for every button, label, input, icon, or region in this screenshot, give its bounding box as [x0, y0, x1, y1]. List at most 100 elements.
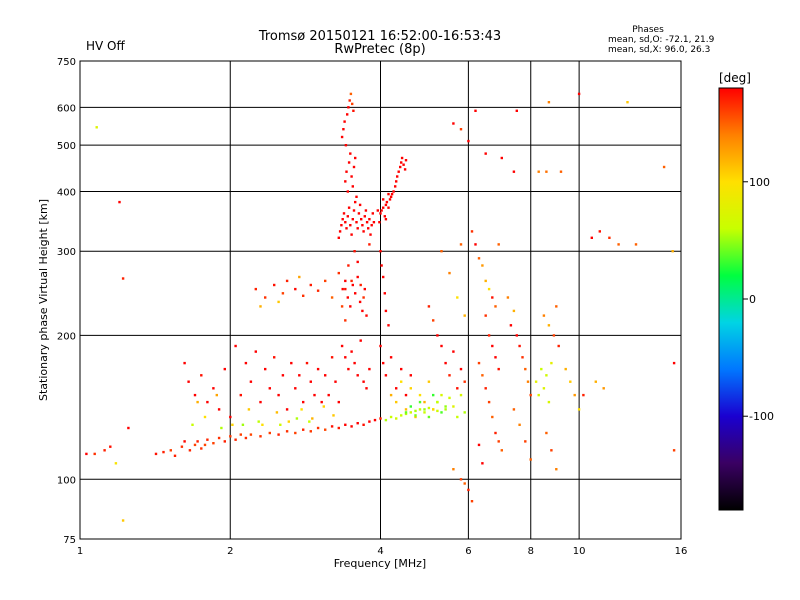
data-point	[302, 294, 305, 297]
data-point	[368, 367, 371, 371]
x-tick-label: 1	[77, 546, 83, 557]
colorbar-ticks: 100 0 -100	[718, 87, 774, 511]
hv-status-label: HV Off	[86, 39, 125, 53]
data-point	[448, 396, 451, 400]
data-point	[362, 296, 365, 299]
data-point	[305, 361, 309, 365]
data-point	[626, 101, 629, 104]
data-point	[285, 430, 289, 433]
data-point	[234, 344, 237, 348]
data-point	[191, 423, 194, 426]
data-point	[378, 221, 381, 224]
data-point	[400, 414, 403, 417]
data-point	[200, 374, 203, 377]
data-point	[672, 449, 676, 452]
data-point	[324, 279, 327, 283]
data-point	[229, 435, 232, 438]
colorbar-frame	[718, 87, 744, 511]
data-point	[477, 443, 481, 447]
data-point	[193, 393, 197, 397]
data-point	[385, 200, 389, 204]
data-point	[484, 387, 487, 390]
data-point	[376, 209, 379, 212]
data-point	[387, 324, 390, 327]
data-point	[459, 478, 463, 481]
data-point	[373, 418, 377, 422]
data-point	[347, 161, 351, 164]
data-point	[477, 361, 481, 365]
data-point	[444, 405, 447, 408]
data-point	[414, 414, 417, 417]
data-point	[121, 277, 125, 280]
data-point	[302, 428, 305, 431]
data-point	[360, 218, 363, 221]
data-point	[345, 170, 348, 173]
data-point	[295, 417, 299, 420]
data-point	[552, 334, 556, 337]
data-point	[400, 367, 403, 371]
data-point	[322, 405, 325, 408]
data-point	[340, 224, 343, 227]
data-point	[350, 233, 353, 236]
data-point	[268, 387, 271, 390]
data-point	[294, 431, 297, 435]
data-point	[423, 408, 426, 411]
data-point	[330, 296, 334, 299]
data-point	[347, 206, 351, 209]
data-point	[340, 344, 344, 348]
data-point	[512, 309, 516, 313]
data-point	[500, 449, 503, 452]
data-point	[573, 393, 576, 397]
data-point	[427, 380, 431, 383]
data-point	[382, 198, 385, 201]
data-point	[206, 438, 209, 441]
data-point	[545, 170, 548, 173]
data-point	[542, 387, 546, 390]
data-point	[395, 417, 398, 420]
data-point	[494, 305, 497, 308]
data-point	[367, 227, 370, 230]
data-point	[396, 175, 399, 178]
data-point	[268, 431, 271, 435]
data-point	[313, 393, 316, 397]
data-point	[344, 144, 348, 147]
data-point	[239, 433, 242, 436]
data-point	[341, 287, 344, 291]
data-point	[362, 423, 365, 426]
data-point	[349, 305, 352, 308]
data-point	[351, 102, 354, 106]
data-point	[343, 120, 346, 123]
x-axis-ticks: 1 2 4 6 8 10 16	[77, 546, 688, 557]
data-point	[337, 236, 340, 239]
data-point	[359, 339, 362, 342]
data-point	[154, 452, 158, 456]
data-point	[203, 443, 207, 447]
y-tick-label: 400	[57, 187, 76, 198]
data-point	[384, 418, 388, 422]
data-point	[459, 393, 463, 397]
data-point	[162, 450, 165, 454]
data-point	[474, 109, 477, 112]
data-point	[494, 431, 497, 435]
data-point	[344, 423, 347, 426]
data-point	[337, 271, 340, 275]
data-point	[342, 128, 345, 131]
data-point	[436, 409, 439, 413]
data-point	[363, 215, 366, 218]
data-point	[456, 296, 459, 299]
data-point	[217, 436, 221, 440]
data-point	[436, 400, 439, 404]
data-point	[300, 408, 303, 411]
y-axis-label: Stationary phase Virtual Height [km]	[37, 199, 50, 401]
x-tick-label: 6	[465, 546, 471, 557]
data-point	[344, 287, 347, 291]
data-point	[346, 113, 349, 116]
data-point	[298, 374, 301, 377]
data-point	[518, 344, 521, 348]
data-point	[671, 250, 674, 253]
data-point	[290, 361, 293, 365]
data-point	[515, 109, 518, 112]
data-point	[203, 415, 207, 419]
data-point	[547, 400, 551, 404]
data-point	[384, 374, 388, 377]
